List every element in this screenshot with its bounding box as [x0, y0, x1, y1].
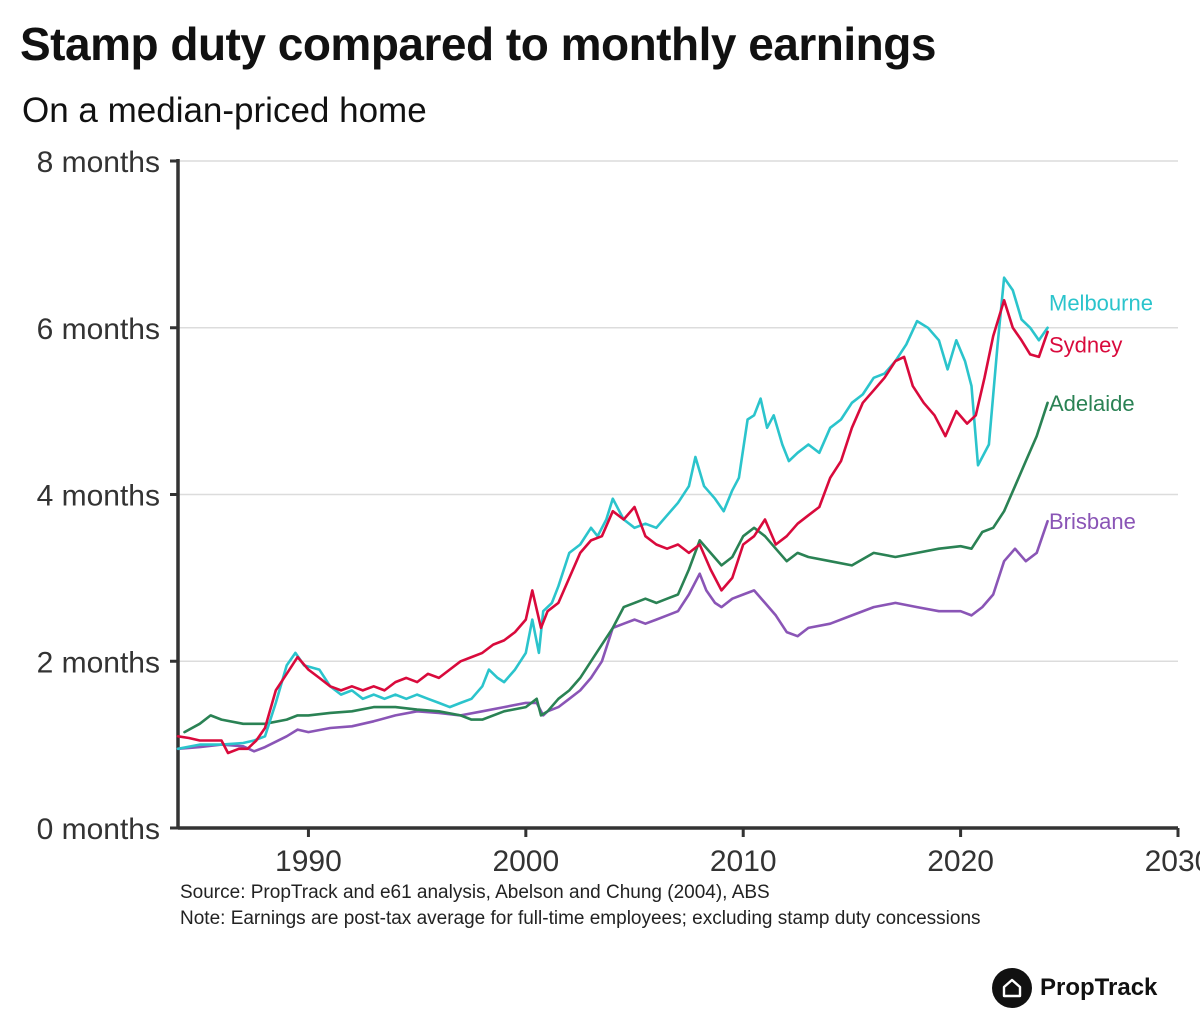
series-label-adelaide: Adelaide — [1049, 391, 1135, 416]
chart-subtitle: On a median-priced home — [22, 91, 427, 130]
series-line-sydney — [176, 298, 1049, 755]
chart-notes: Source: PropTrack and e61 analysis, Abel… — [180, 880, 981, 932]
chart-title: Stamp duty compared to monthly earnings — [20, 18, 936, 70]
proptrack-logo: PropTrack — [992, 968, 1157, 1008]
gridlines — [178, 160, 1178, 662]
x-tick-label: 2020 — [927, 845, 994, 878]
series-label-brisbane: Brisbane — [1049, 509, 1136, 534]
house-icon — [992, 968, 1032, 1008]
series-label-melbourne: Melbourne — [1049, 291, 1153, 316]
x-tick-label: 1990 — [275, 845, 342, 878]
brand-name: PropTrack — [1040, 974, 1158, 1001]
x-tick-label: 2030 — [1145, 845, 1200, 878]
y-tick-label: 4 months — [37, 480, 160, 513]
series-labels: Melbourne Sydney Adelaide Brisbane — [1049, 291, 1153, 534]
axes: 0 months 2 months 4 months 6 months 8 months… — [37, 146, 1200, 878]
y-tick-label: 0 months — [37, 813, 160, 846]
y-tick-label: 2 months — [37, 646, 160, 679]
x-tick-label: 2010 — [710, 845, 777, 878]
source-note: Source: PropTrack and e61 analysis, Abel… — [180, 882, 770, 903]
series-lines — [176, 276, 1049, 755]
series-line-brisbane — [176, 519, 1049, 753]
series-label-sydney: Sydney — [1049, 332, 1122, 357]
series-line-melbourne — [176, 276, 1049, 751]
earnings-note: Note: Earnings are post-tax average for … — [180, 908, 981, 929]
series-line-adelaide — [183, 401, 1049, 734]
x-tick-label: 2000 — [492, 845, 559, 878]
y-tick-label: 8 months — [37, 146, 160, 179]
y-tick-label: 6 months — [37, 313, 160, 346]
